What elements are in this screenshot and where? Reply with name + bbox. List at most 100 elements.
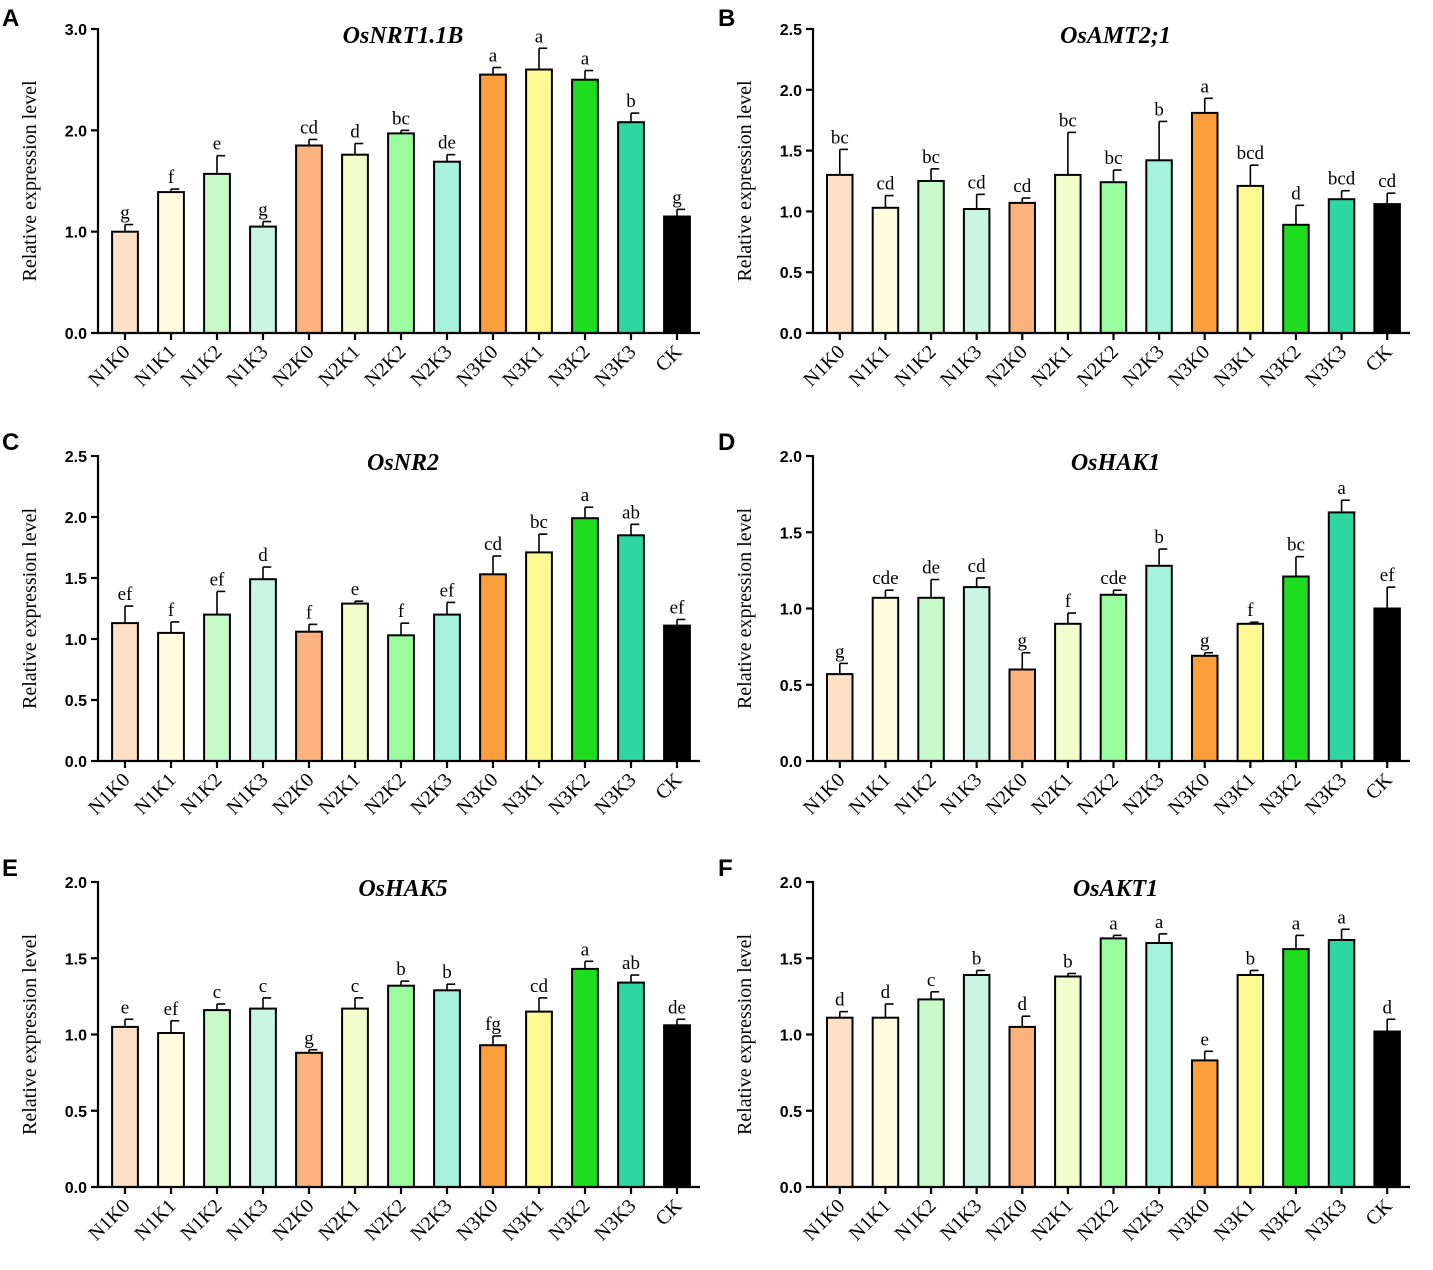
bar (1099, 181, 1128, 334)
x-tick-label: N3K2 (544, 1195, 594, 1245)
bar (433, 160, 461, 334)
x-tick-label: N1K3 (936, 341, 986, 391)
significance-letter: b (1063, 952, 1073, 973)
significance-letter: ef (164, 999, 179, 1020)
significance-letter: e (121, 997, 129, 1018)
x-tick-label: N2K3 (1119, 341, 1169, 391)
bar (1099, 937, 1128, 1189)
significance-letter: bc (922, 147, 940, 168)
y-tick-label: 1.0 (780, 1028, 802, 1045)
x-tick-label: N1K2 (176, 341, 226, 391)
x-tick-label: N1K2 (176, 769, 226, 819)
bar (157, 631, 185, 763)
significance-letter: d (1382, 997, 1392, 1018)
chart-title: OsAMT2;1 (1060, 23, 1171, 49)
y-tick-label: 0.0 (65, 326, 87, 343)
bar (157, 191, 185, 334)
significance-letter: bc (530, 512, 548, 533)
x-tick-label: N3K0 (1164, 769, 1214, 819)
bar (111, 1025, 139, 1189)
y-axis-label: Relative expression level (734, 80, 756, 281)
significance-letter: d (835, 990, 845, 1011)
x-tick-label: N3K0 (1164, 341, 1214, 391)
x-tick-label: N2K0 (268, 769, 318, 819)
bar (1236, 974, 1265, 1188)
chart-panel-B: Bbc N1K0 cd N1K1 bc N1K2 cd N1K3 cd N2K0 bc N2K1 bc N… (718, 5, 1410, 391)
x-tick-label: N1K0 (799, 769, 849, 819)
significance-letter: de (922, 558, 940, 579)
significance-letter: g (1018, 631, 1028, 652)
significance-letter: g (258, 200, 268, 221)
chart-title: OsAKT1 (1073, 876, 1158, 902)
bar (341, 153, 369, 334)
significance-letter: a (1337, 907, 1346, 928)
x-tick-label: N2K1 (314, 341, 364, 391)
x-tick-label: N3K3 (590, 1195, 640, 1245)
bar (917, 998, 945, 1189)
bar (525, 551, 553, 763)
x-tick-label: N2K1 (1027, 769, 1077, 819)
bar (1145, 159, 1173, 334)
x-tick-label: N3K3 (590, 769, 640, 819)
significance-letter: cd (876, 174, 894, 195)
y-tick-label: 2.5 (65, 449, 87, 466)
x-tick-label: N3K0 (452, 1195, 502, 1245)
x-tick-label: N3K2 (1255, 769, 1305, 819)
significance-letter: a (581, 485, 590, 506)
x-tick-label: CK (651, 769, 687, 805)
x-tick-label: N2K2 (1073, 341, 1123, 391)
panel-letter: A (2, 5, 19, 32)
x-tick-label: N3K1 (1210, 1195, 1260, 1245)
bar (1373, 203, 1401, 334)
significance-letter: f (168, 600, 175, 621)
panel-letter: D (718, 429, 735, 456)
bar (1236, 184, 1265, 334)
significance-letter: ef (1380, 565, 1395, 586)
x-tick-label: N3K2 (544, 769, 594, 819)
significance-letter: b (972, 949, 982, 970)
significance-letter: ab (622, 953, 640, 974)
x-tick-label: N1K1 (130, 1195, 180, 1245)
bar (479, 573, 507, 762)
bar (1145, 942, 1173, 1188)
bar (1054, 975, 1082, 1188)
significance-letter: e (1201, 1029, 1209, 1050)
x-tick-label: N2K2 (360, 769, 410, 819)
bar (962, 208, 991, 334)
x-tick-label: N1K1 (845, 1195, 895, 1245)
bar (826, 173, 854, 334)
significance-letter: cd (530, 976, 548, 997)
significance-letter: a (1337, 478, 1346, 499)
bar (571, 967, 599, 1189)
y-tick-label: 2.0 (780, 83, 802, 100)
y-tick-label: 0.0 (780, 326, 802, 343)
x-tick-label: N2K1 (1027, 1195, 1077, 1245)
chart-title: OsNR2 (367, 450, 439, 476)
significance-letter: cde (872, 568, 898, 589)
x-tick-label: N3K2 (1255, 1195, 1305, 1245)
significance-letter: c (259, 976, 267, 997)
bar (962, 974, 991, 1188)
significance-letter: b (396, 959, 406, 980)
significance-letter: cd (1378, 171, 1396, 192)
bar (1191, 111, 1219, 335)
bar (917, 596, 945, 762)
significance-letter: d (258, 545, 268, 566)
significance-letter: bc (1059, 110, 1077, 131)
x-tick-label: N2K2 (1073, 1195, 1123, 1245)
x-tick-label: N1K3 (936, 1195, 986, 1245)
bar (433, 989, 461, 1188)
x-tick-label: N1K1 (845, 769, 895, 819)
x-tick-label: N2K0 (982, 1195, 1032, 1245)
y-axis-label: Relative expression level (19, 508, 41, 709)
x-tick-label: CK (651, 341, 687, 377)
significance-letter: g (672, 187, 682, 208)
bar (1282, 223, 1310, 334)
x-tick-label: N2K0 (268, 1195, 318, 1245)
bar (157, 1032, 185, 1188)
y-tick-label: 1.0 (65, 632, 87, 649)
y-tick-label: 2.0 (780, 449, 802, 466)
significance-letter: f (1247, 600, 1254, 621)
significance-letter: bc (1287, 535, 1305, 556)
x-tick-label: N1K0 (799, 341, 849, 391)
